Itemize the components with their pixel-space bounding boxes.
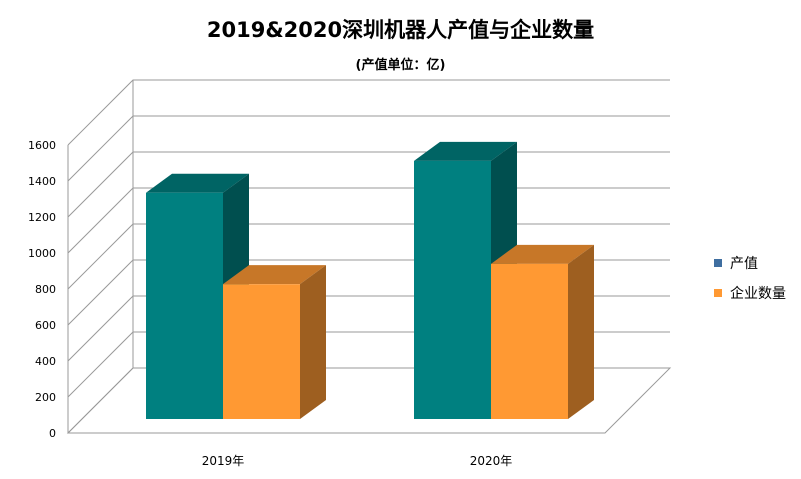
y-tick-label: 800 xyxy=(35,283,56,296)
gridline xyxy=(67,79,670,146)
bar-front xyxy=(414,160,491,419)
bar-top xyxy=(146,173,249,193)
bar-1-0 xyxy=(223,265,326,419)
y-tick-label: 600 xyxy=(35,319,56,332)
bar-front xyxy=(146,192,223,419)
bar-side xyxy=(300,265,326,419)
y-tick-label: 1000 xyxy=(28,247,56,260)
legend-label: 企业数量 xyxy=(730,285,786,302)
y-tick-label: 200 xyxy=(35,391,56,404)
bar-0-0 xyxy=(146,173,249,419)
x-tick-label: 2020年 xyxy=(470,454,513,468)
legend-label: 产值 xyxy=(730,256,758,272)
bar-front xyxy=(223,284,300,419)
chart-bars xyxy=(146,141,594,419)
bar-top xyxy=(491,244,594,264)
legend-swatch xyxy=(714,259,722,267)
x-axis: 2019年 2020年 xyxy=(202,454,513,468)
gridline xyxy=(67,115,670,182)
bar-top xyxy=(223,265,326,285)
bar-1-1 xyxy=(491,244,594,419)
chart-subtitle: (产值单位：亿) xyxy=(355,58,446,73)
y-tick-label: 1200 xyxy=(28,211,56,224)
floor xyxy=(66,367,672,434)
x-tick-label: 2019年 xyxy=(202,454,245,468)
y-tick-label: 1400 xyxy=(28,175,56,188)
y-tick-label: 1600 xyxy=(28,139,56,152)
y-tick-label: 0 xyxy=(49,427,56,440)
bar-top xyxy=(414,141,517,161)
bar-front xyxy=(491,263,568,419)
chart-title: 2019&2020深圳机器人产值与企业数量 xyxy=(206,18,595,42)
y-tick-label: 400 xyxy=(35,355,56,368)
y-axis: 0 200 400 600 800 1000 1200 1400 1600 xyxy=(28,139,56,440)
bar-side xyxy=(568,244,594,419)
legend-swatch xyxy=(714,289,722,297)
